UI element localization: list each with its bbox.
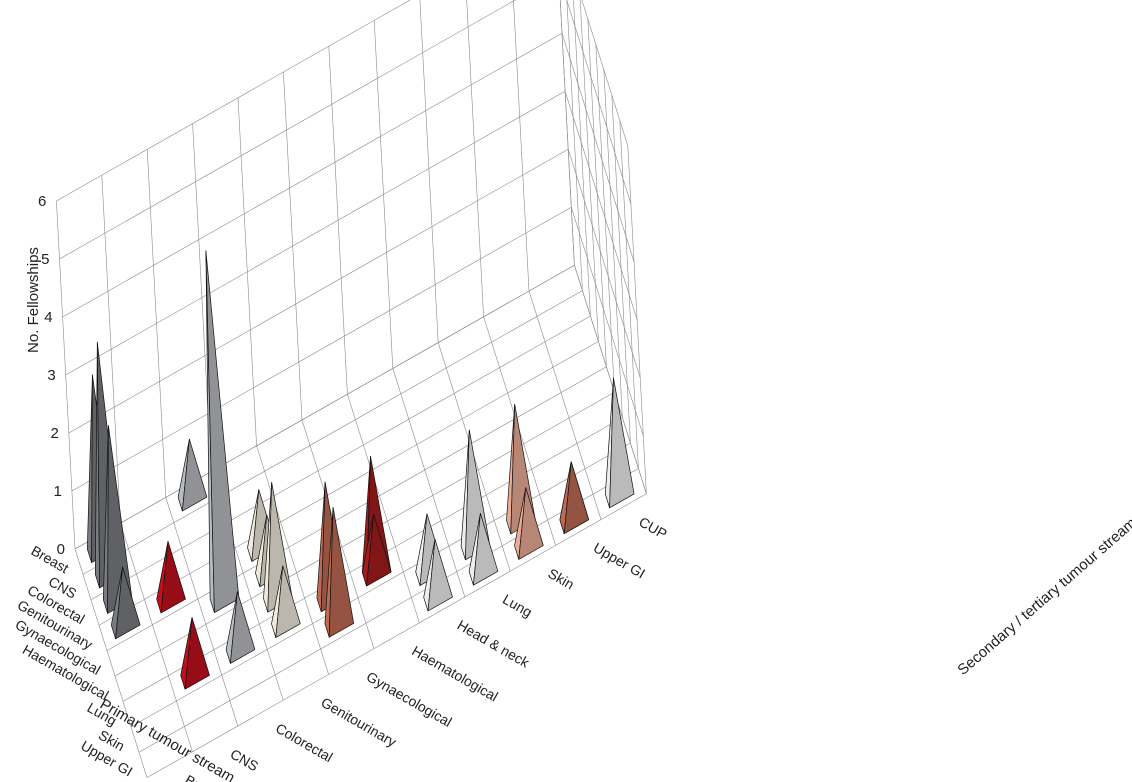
z-tick-label: 3 — [47, 367, 55, 384]
pyramid-upper-gi-cup — [604, 377, 635, 509]
pyramid-genitourinary-cns — [156, 540, 186, 614]
back-wall-gridline-vertical — [559, 0, 575, 266]
floor-gridline-x — [90, 315, 591, 601]
pyramids-layer — [86, 250, 635, 690]
pyramid-breast-colorectal — [177, 438, 208, 512]
z-tick-label: 1 — [54, 483, 62, 500]
pyramid-lung-colorectal — [225, 591, 256, 664]
floor-gridline-x — [138, 468, 639, 753]
side-wall-gridline-horizontal — [59, 0, 516, 260]
floor-gridline-x — [106, 366, 607, 651]
pyramid-face-right — [518, 487, 544, 560]
side-wall-gridline-vertical — [559, 0, 575, 266]
floor-gridline-x — [130, 442, 631, 728]
pyramid-face-right — [115, 566, 141, 640]
floor-gridline-x — [82, 290, 583, 575]
z-tick-label: 4 — [44, 309, 52, 326]
pyramid-colorectal-breast — [102, 425, 133, 614]
pyramid-face-right — [275, 565, 301, 638]
pyramid-face-right — [473, 513, 499, 586]
floor-gridline-y — [256, 445, 329, 675]
z-axis-title: No. Fellowships — [25, 247, 42, 353]
floor-gridline-y — [528, 290, 602, 520]
pyramid-lung-genitourinary — [271, 565, 301, 638]
x-tick-label: Breast — [28, 542, 71, 576]
y-tick-label: Gynaecological — [364, 668, 455, 730]
pyramid-upper-gi-lung — [468, 513, 499, 586]
z-tick-label: 6 — [38, 193, 46, 210]
side-wall-gridline-horizontal — [65, 90, 566, 376]
side-wall-gridline-horizontal — [71, 206, 572, 492]
back-wall-gridline-horizontal — [574, 265, 647, 494]
y-tick-label: Genitourinary — [318, 694, 399, 750]
y-tick-label: Head & neck — [455, 617, 533, 671]
y-axis-title: Secondary / tertiary tumour stream — [954, 514, 1132, 678]
side-wall-gridline-vertical — [513, 0, 530, 292]
floor-gridline-y — [392, 368, 466, 598]
floor-gridline-y — [120, 523, 193, 752]
pyramid-face-right — [182, 438, 208, 512]
pyramid-upper-gi-skin — [514, 487, 544, 560]
pyramid-genitourinary-breast — [110, 566, 141, 640]
pyramid-skin-gynaecological — [324, 507, 355, 638]
pyramid-face-right — [184, 617, 210, 690]
z-tick-label: 5 — [41, 251, 49, 268]
pyramid-face-right — [160, 540, 186, 614]
y-tick-label: Haematological — [409, 642, 501, 704]
pyramid-upper-gi-head-neck — [423, 538, 453, 612]
y-tick-label: Upper GI — [591, 539, 648, 581]
pyramid-lung-cns — [180, 617, 210, 690]
side-wall-gridline-vertical — [419, 0, 439, 343]
floor-gridline-y — [74, 548, 148, 778]
pyramid-face-right — [230, 591, 256, 664]
back-wall-gridline-horizontal — [566, 0, 632, 204]
floor-gridline-y — [347, 394, 420, 623]
y-tick-label: CUP — [636, 513, 670, 542]
pyramid-face-right — [563, 461, 590, 534]
side-wall-gridline-horizontal — [62, 32, 563, 318]
pyramid-face-right — [328, 507, 355, 638]
back-wall-gridline-horizontal — [561, 33, 635, 262]
side-wall-gridline-horizontal — [56, 0, 411, 202]
pyramid-face-right — [427, 538, 453, 612]
floor-gridline-x — [98, 341, 599, 626]
z-tick-label: 2 — [50, 425, 58, 442]
grid-layer — [56, 0, 647, 778]
floor-gridline-y — [165, 497, 239, 727]
y-tick-label: Skin — [545, 565, 577, 592]
pyramid-lung-haematological — [361, 513, 392, 587]
back-wall-gridline-horizontal — [567, 149, 641, 378]
back-wall-gridline-horizontal — [571, 207, 644, 436]
back-wall-gridline-horizontal — [564, 91, 638, 320]
side-wall-gridline-horizontal — [68, 148, 569, 434]
pyramid-face-right — [366, 513, 392, 587]
pyramid-face-right — [609, 377, 635, 509]
side-wall-gridline-vertical — [466, 0, 484, 317]
pyramid-gynaecological-colorectal — [205, 250, 240, 613]
pyramid-face-right — [205, 250, 240, 613]
y-tick-label: Lung — [500, 591, 535, 620]
z-tick-label: 0 — [57, 541, 65, 558]
floor-gridline-x — [146, 493, 647, 778]
y-tick-label: Colorectal — [273, 720, 336, 765]
back-wall-gridline-vertical — [566, 0, 583, 291]
back-wall-gridline-horizontal — [581, 0, 629, 146]
side-wall-gridline-horizontal — [74, 264, 575, 550]
pyramid-upper-gi-upper-gi — [559, 461, 590, 534]
